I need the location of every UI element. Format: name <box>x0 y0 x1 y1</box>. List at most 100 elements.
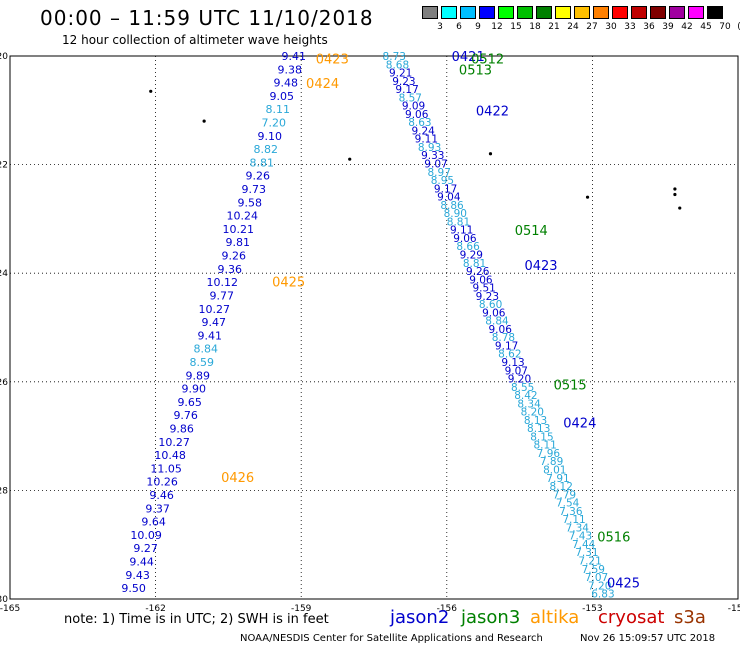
swh-value: 8.01 <box>543 465 566 477</box>
pass-time-label: 0514 <box>515 224 548 239</box>
island-marker <box>149 89 153 93</box>
swh-value: 7.89 <box>540 456 563 468</box>
color-scale-label: 9 <box>475 22 481 32</box>
swh-value: 7.20 <box>262 117 287 130</box>
swh-value: 9.47 <box>201 316 226 329</box>
swh-value: 7.96 <box>537 448 561 460</box>
swh-value: 8.20 <box>521 407 544 419</box>
swh-value: 7.43 <box>569 531 592 543</box>
pass-time-label: 0513 <box>459 64 492 79</box>
color-swatch <box>669 6 685 19</box>
swh-value: 9.86 <box>169 422 194 435</box>
swh-value: 8.13 <box>527 423 550 435</box>
color-scale-label: 21 <box>548 22 560 32</box>
color-swatch <box>593 6 609 19</box>
swh-value: 9.41 <box>197 329 222 342</box>
swh-value: 9.06 <box>453 233 477 245</box>
color-scale-label: 3 <box>437 22 443 32</box>
color-swatch <box>555 6 571 19</box>
swh-value: 8.81 <box>463 258 486 270</box>
swh-value: 8.84 <box>485 316 509 328</box>
island-marker <box>678 206 682 210</box>
swh-value: 9.58 <box>238 196 263 209</box>
color-scale-label: 42 <box>681 22 693 32</box>
swh-value: 9.11 <box>450 225 473 237</box>
swh-value: 9.13 <box>501 357 524 369</box>
color-scale-label: 36 <box>643 22 655 32</box>
swh-value: 9.29 <box>460 249 483 261</box>
swh-value: 8.60 <box>479 299 502 311</box>
swh-value: 8.81 <box>250 156 275 169</box>
swh-value: 7.91 <box>546 473 569 485</box>
color-swatch <box>688 6 704 19</box>
swh-value: 8.55 <box>511 382 534 394</box>
swh-value: 8.59 <box>189 356 214 369</box>
pass-time-label: 0424 <box>306 77 339 92</box>
swh-value: 8.11 <box>533 440 556 452</box>
credit-line: NOAA/NESDIS Center for Satellite Applica… <box>240 633 543 644</box>
swh-value: 10.48 <box>154 449 186 462</box>
swh-value: 9.89 <box>185 369 210 382</box>
page-subtitle: 12 hour collection of altimeter wave hei… <box>62 33 328 47</box>
swh-value: 8.66 <box>456 241 480 253</box>
color-scale-label: 30 <box>605 22 617 32</box>
swh-value: 9.05 <box>270 90 295 103</box>
pass-time-label: 0423 <box>316 53 349 68</box>
swh-value: 9.24 <box>411 125 435 137</box>
swh-value: 9.48 <box>274 77 299 90</box>
legend-cryosat: cryosat <box>598 607 665 628</box>
island-marker <box>673 192 677 197</box>
swh-value: 9.17 <box>495 340 518 352</box>
swh-value: 9.11 <box>415 134 438 146</box>
swh-value: 6.83 <box>591 589 614 601</box>
swh-value: 7.34 <box>566 522 590 534</box>
swh-value: 9.33 <box>421 150 444 162</box>
swh-value: 10.09 <box>130 529 162 542</box>
color-scale-label: 33 <box>624 22 636 32</box>
color-swatch <box>460 6 476 19</box>
color-scale-label: 12 <box>491 22 503 32</box>
legend-s3a: s3a <box>674 607 706 628</box>
swh-value: 7.11 <box>562 514 585 526</box>
swh-value: 10.27 <box>158 436 190 449</box>
swh-value: 9.41 <box>282 50 307 63</box>
color-swatch <box>441 6 457 19</box>
swh-value: 8.93 <box>418 142 441 154</box>
legend-altika: altika <box>530 607 580 628</box>
swh-value: 9.10 <box>258 130 283 143</box>
swh-value: 9.64 <box>141 516 166 529</box>
swh-value: 9.23 <box>476 291 499 303</box>
swh-value: 9.06 <box>489 324 513 336</box>
swh-value: 8.62 <box>498 349 521 361</box>
swh-value: 9.17 <box>434 183 457 195</box>
swh-value: 10.21 <box>223 223 255 236</box>
swh-value: 9.51 <box>472 283 495 295</box>
swh-value: 9.46 <box>149 489 174 502</box>
pass-time-label: 0425 <box>272 275 305 290</box>
color-scale-label: 6 <box>456 22 462 32</box>
swh-value: 10.26 <box>146 476 178 489</box>
y-tick-label: -24 <box>0 269 8 279</box>
swh-value: 7.79 <box>553 489 576 501</box>
swh-value: 9.26 <box>221 250 246 263</box>
swh-value: 9.21 <box>389 68 412 80</box>
swh-value: 9.77 <box>209 289 234 302</box>
color-swatch <box>536 6 552 19</box>
swh-value: 9.06 <box>405 109 429 121</box>
swh-value: 7.07 <box>585 572 608 584</box>
swh-value: 9.65 <box>177 396 202 409</box>
swh-value: 8.11 <box>266 103 291 116</box>
swh-value: 8.15 <box>530 431 553 443</box>
legend-jason3: jason3 <box>461 607 521 628</box>
island-marker <box>348 157 352 161</box>
island-marker <box>673 187 677 191</box>
swh-value: 9.44 <box>129 556 154 569</box>
y-tick-label: -26 <box>0 378 8 388</box>
swh-value: 9.81 <box>225 236 250 249</box>
swh-value: 10.27 <box>198 303 230 316</box>
y-tick-label: -28 <box>0 486 8 496</box>
color-scale-label: 27 <box>586 22 598 32</box>
swh-value: 8.34 <box>517 398 541 410</box>
color-swatch <box>517 6 533 19</box>
